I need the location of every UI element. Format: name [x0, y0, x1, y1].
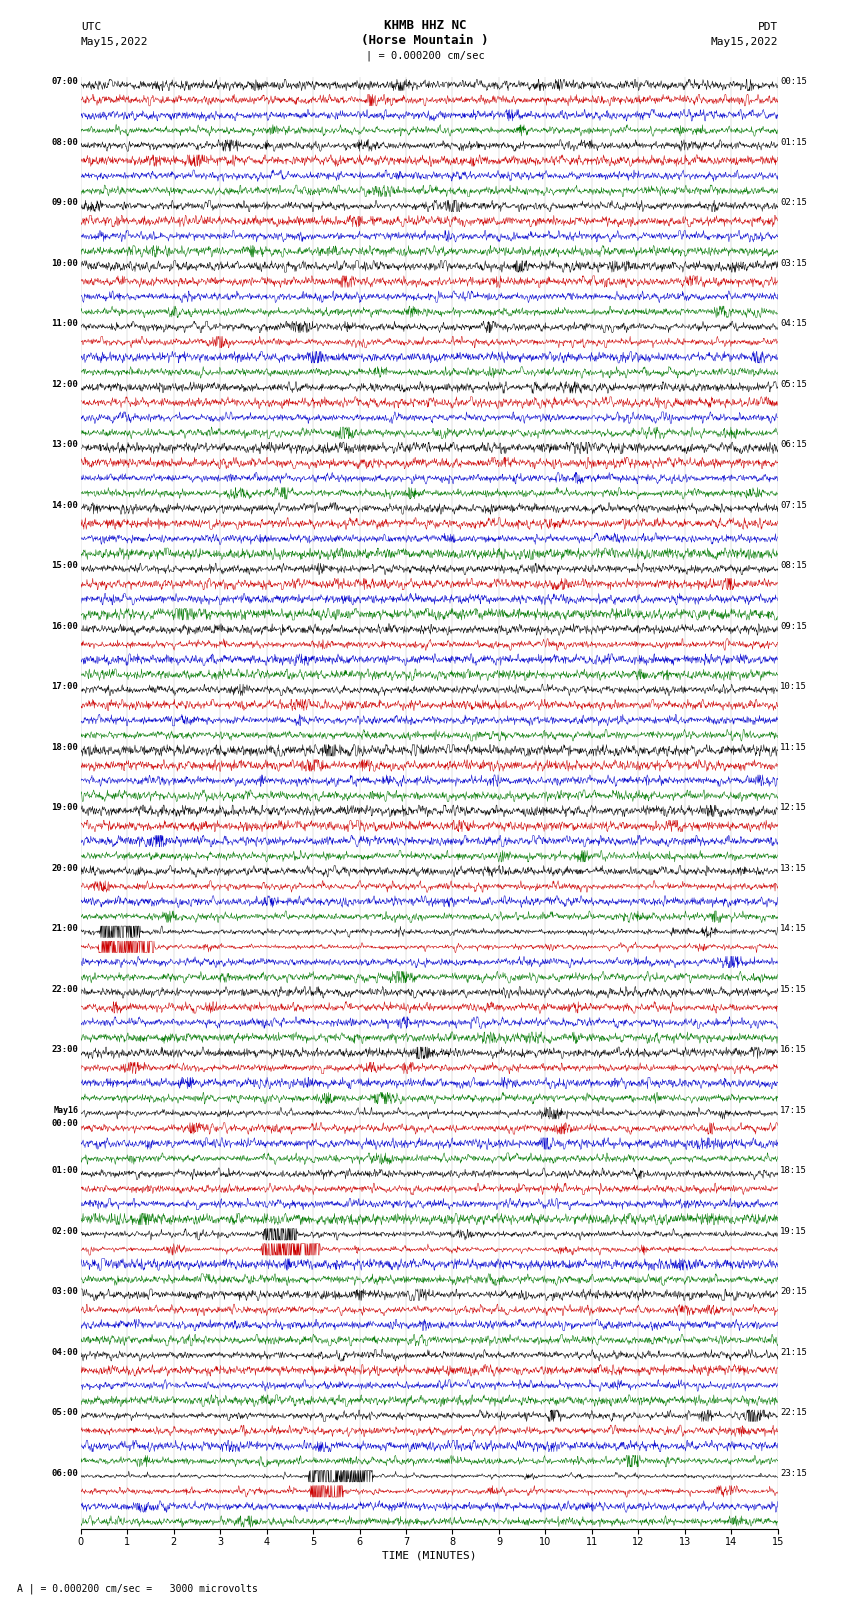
Text: 01:00: 01:00 — [51, 1166, 78, 1176]
Text: 00:00: 00:00 — [51, 1119, 78, 1127]
Text: 05:00: 05:00 — [51, 1408, 78, 1418]
Text: 17:00: 17:00 — [51, 682, 78, 692]
Text: 20:15: 20:15 — [780, 1287, 808, 1297]
Text: 05:15: 05:15 — [780, 381, 808, 389]
Text: 19:15: 19:15 — [780, 1227, 808, 1236]
Text: 17:15: 17:15 — [780, 1107, 808, 1115]
Text: 02:15: 02:15 — [780, 198, 808, 208]
Text: 07:15: 07:15 — [780, 500, 808, 510]
Text: 10:15: 10:15 — [780, 682, 808, 692]
Text: 09:15: 09:15 — [780, 621, 808, 631]
Text: 08:15: 08:15 — [780, 561, 808, 571]
Text: 14:15: 14:15 — [780, 924, 808, 934]
Text: 12:15: 12:15 — [780, 803, 808, 813]
X-axis label: TIME (MINUTES): TIME (MINUTES) — [382, 1552, 477, 1561]
Text: 11:15: 11:15 — [780, 742, 808, 752]
Text: 18:15: 18:15 — [780, 1166, 808, 1176]
Text: 22:15: 22:15 — [780, 1408, 808, 1418]
Text: 03:00: 03:00 — [51, 1287, 78, 1297]
Text: 21:15: 21:15 — [780, 1348, 808, 1357]
Text: 15:00: 15:00 — [51, 561, 78, 571]
Text: 15:15: 15:15 — [780, 984, 808, 994]
Text: 03:15: 03:15 — [780, 260, 808, 268]
Text: 08:00: 08:00 — [51, 139, 78, 147]
Text: 18:00: 18:00 — [51, 742, 78, 752]
Text: 23:15: 23:15 — [780, 1468, 808, 1478]
Text: 07:00: 07:00 — [51, 77, 78, 87]
Text: 22:00: 22:00 — [51, 984, 78, 994]
Text: KHMB HHZ NC: KHMB HHZ NC — [383, 19, 467, 32]
Text: 19:00: 19:00 — [51, 803, 78, 813]
Text: 06:15: 06:15 — [780, 440, 808, 450]
Text: UTC: UTC — [81, 23, 101, 32]
Text: 14:00: 14:00 — [51, 500, 78, 510]
Text: 16:00: 16:00 — [51, 621, 78, 631]
Text: 20:00: 20:00 — [51, 865, 78, 873]
Text: May15,2022: May15,2022 — [711, 37, 778, 47]
Text: 13:00: 13:00 — [51, 440, 78, 450]
Text: 23:00: 23:00 — [51, 1045, 78, 1055]
Text: (Horse Mountain ): (Horse Mountain ) — [361, 34, 489, 47]
Text: A | = 0.000200 cm/sec =   3000 microvolts: A | = 0.000200 cm/sec = 3000 microvolts — [17, 1582, 258, 1594]
Text: 16:15: 16:15 — [780, 1045, 808, 1055]
Text: 12:00: 12:00 — [51, 381, 78, 389]
Text: May15,2022: May15,2022 — [81, 37, 148, 47]
Text: 01:15: 01:15 — [780, 139, 808, 147]
Text: 06:00: 06:00 — [51, 1468, 78, 1478]
Text: 11:00: 11:00 — [51, 319, 78, 329]
Text: 21:00: 21:00 — [51, 924, 78, 934]
Text: 00:15: 00:15 — [780, 77, 808, 87]
Text: 09:00: 09:00 — [51, 198, 78, 208]
Text: | = 0.000200 cm/sec: | = 0.000200 cm/sec — [366, 50, 484, 61]
Text: 10:00: 10:00 — [51, 260, 78, 268]
Text: May16: May16 — [54, 1107, 78, 1115]
Text: 04:00: 04:00 — [51, 1348, 78, 1357]
Text: PDT: PDT — [757, 23, 778, 32]
Text: 13:15: 13:15 — [780, 865, 808, 873]
Text: 04:15: 04:15 — [780, 319, 808, 329]
Text: 02:00: 02:00 — [51, 1227, 78, 1236]
